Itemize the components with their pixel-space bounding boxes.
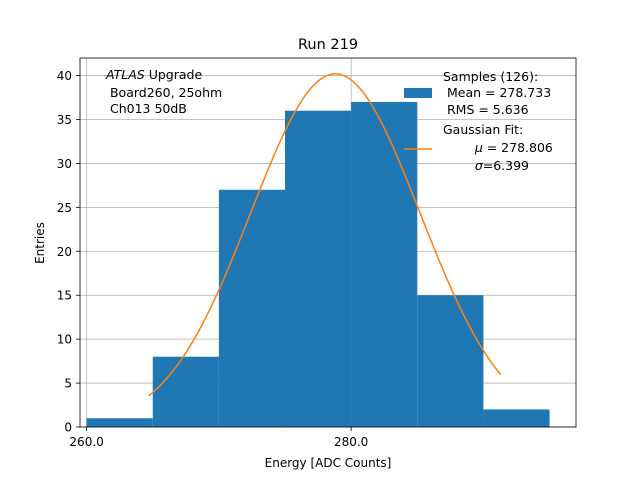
x-tick-label-1: 280.0 [334,435,368,449]
legend-fit-title: Gaussian Fit: [443,122,523,137]
upgrade-label: Upgrade [145,67,203,82]
y-axis-label: Entries [33,222,47,264]
histogram-bar-2 [218,189,286,427]
histogram-bar-5 [417,295,484,427]
chart-title: Run 219 [298,37,358,53]
svg-text:μ = 278.806: μ = 278.806 [443,140,573,155]
atlas-label: ATLAS [105,67,145,82]
svg-text:σ=6.399: σ=6.399 [443,158,549,173]
x-axis-label: Energy [ADC Counts] [265,456,392,470]
gaussian-fit-curve [148,73,502,397]
x-axis-ticks: 260.0 280.0 [69,427,368,449]
atlas-annotation: ATLAS Upgrade Board260, 25ohm Ch013 50dB [105,67,222,116]
y-tick-label-5: 25 [57,201,72,215]
legend-samples-rms: RMS = 5.636 [443,102,529,117]
histogram-bar-0 [86,418,153,427]
legend-samples-title: Samples (126): [443,69,538,84]
legend-samples-swatch [404,88,432,98]
y-tick-label-2: 10 [57,333,72,347]
y-axis-ticks: 0 5 10 15 20 25 30 35 40 [57,69,80,435]
x-tick-label-0: 260.0 [69,435,103,449]
histogram-bars [86,101,550,427]
axes-frame [79,57,577,428]
y-tick-label-8: 40 [57,69,72,83]
histogram-bar-3 [285,110,352,427]
histogram-bar-6 [483,409,550,427]
legend-fit-sigma-value: =6.399 [483,158,529,173]
y-tick-label-7: 35 [57,113,72,127]
y-tick-label-4: 20 [57,245,72,259]
legend-fit-sigma-symbol: σ [475,158,484,173]
svg-text:ATLAS Upgrade: ATLAS Upgrade [105,67,202,82]
legend: Samples (126): Mean = 278.733 RMS = 5.63… [404,69,573,173]
y-tick-label-0: 0 [64,421,72,435]
y-tick-label-1: 5 [64,377,72,391]
legend-fit-mu-value: = 278.806 [483,140,553,155]
histogram-bar-4 [351,101,418,427]
y-tick-label-6: 30 [57,157,72,171]
histogram-bar-1 [152,356,219,427]
legend-samples-mean: Mean = 278.733 [443,85,551,100]
legend-fit-mu-symbol: μ [474,140,483,155]
channel-label: Ch013 50dB [106,101,187,116]
y-tick-label-3: 15 [57,289,72,303]
board-label: Board260, 25ohm [106,85,222,100]
